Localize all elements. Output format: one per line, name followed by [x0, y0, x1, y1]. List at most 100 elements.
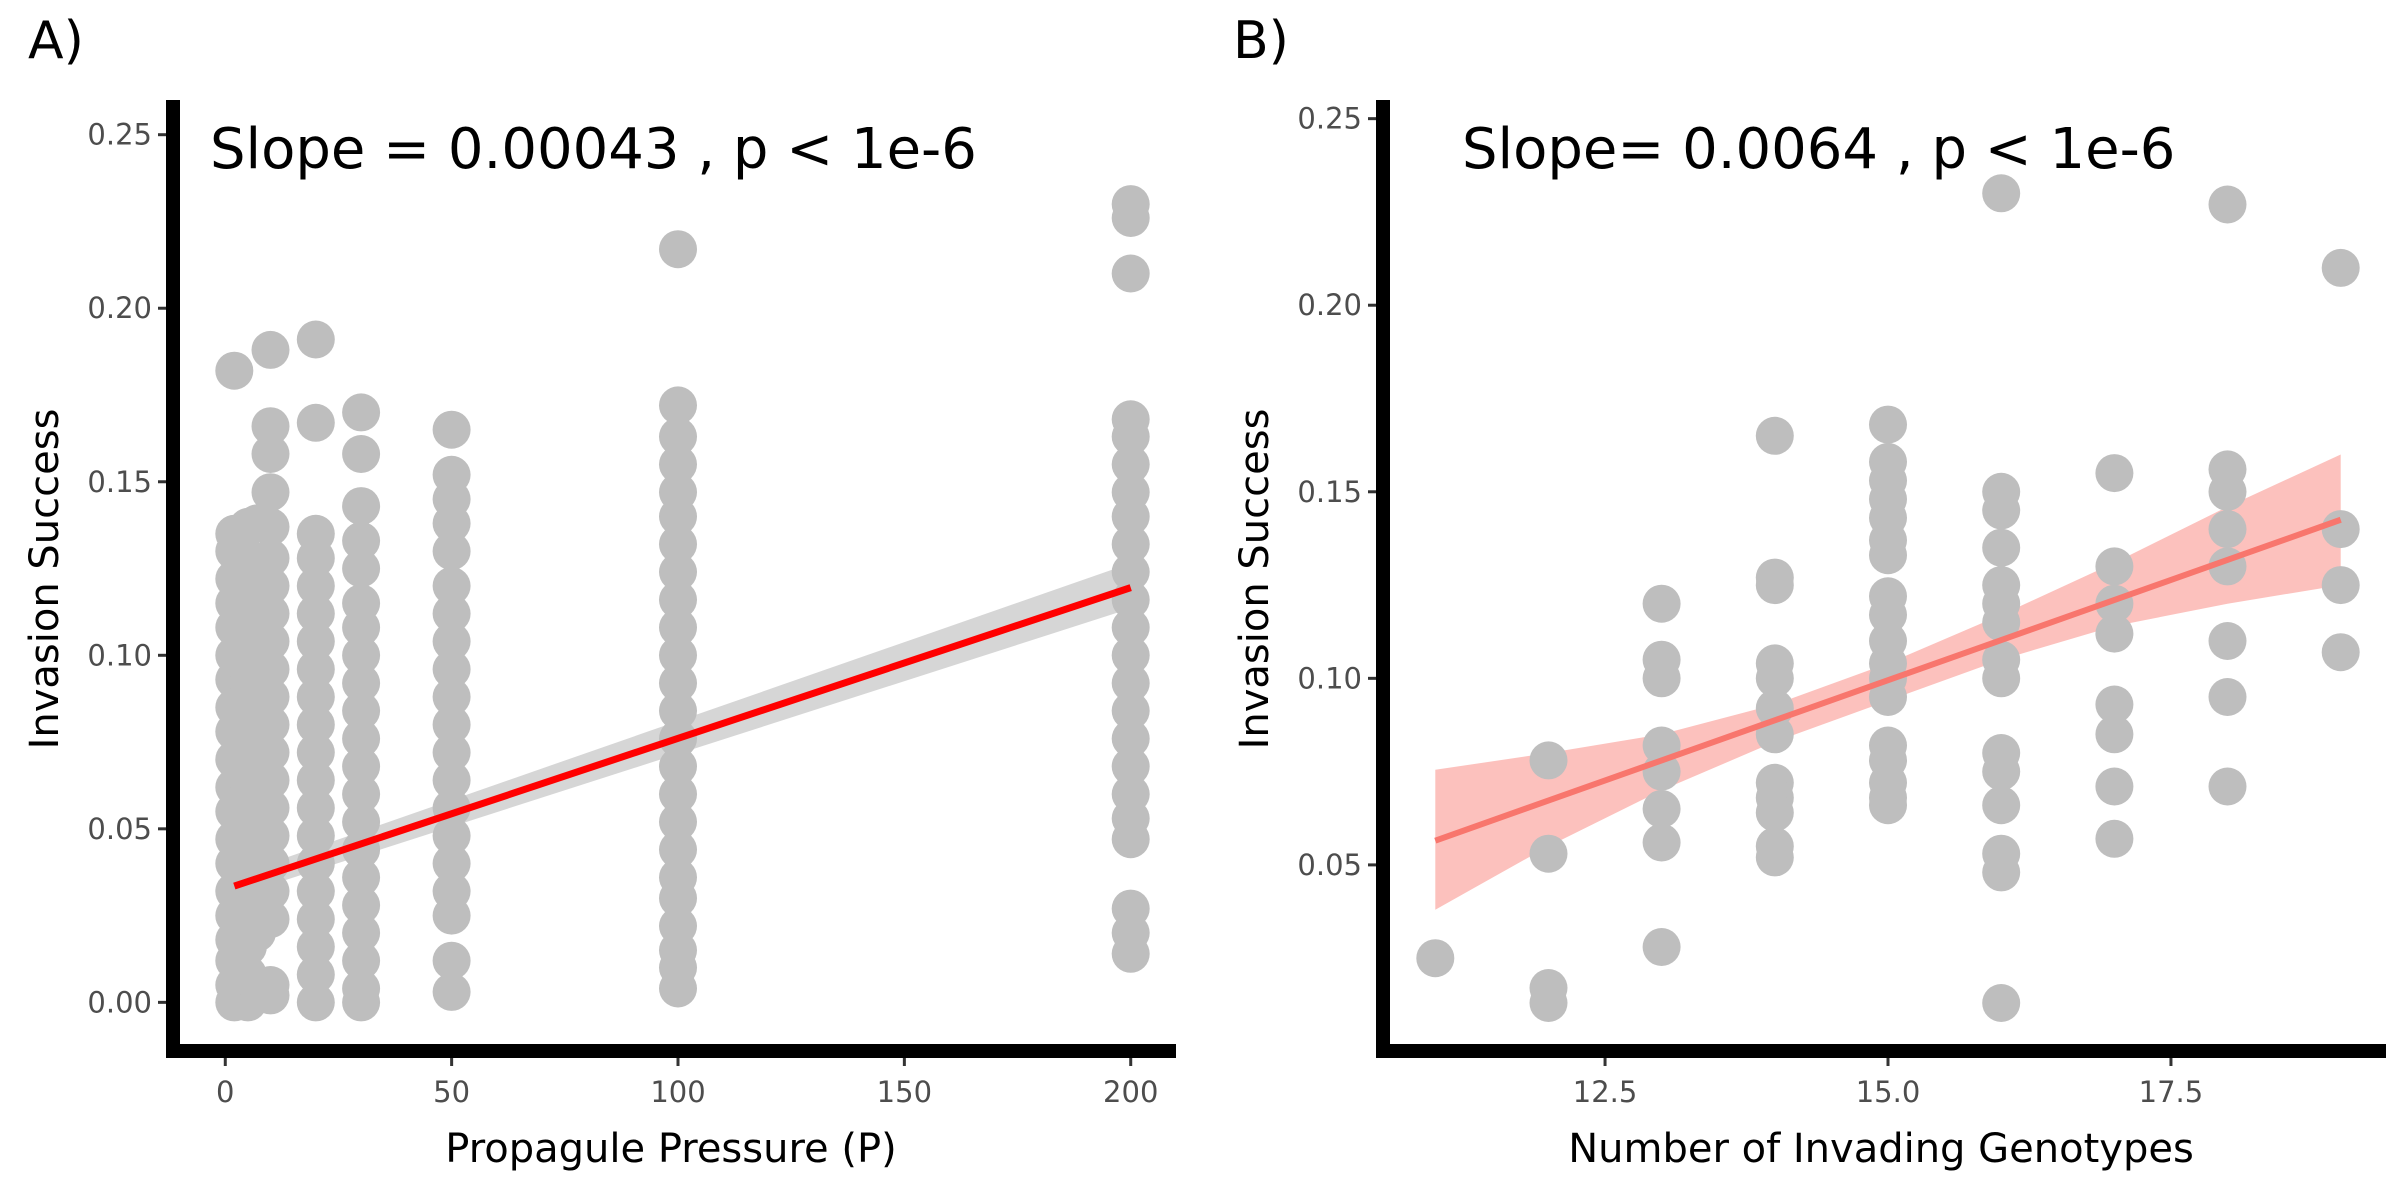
- data-point: [251, 473, 290, 512]
- data-point: [1111, 719, 1150, 758]
- data-point: [1869, 786, 1907, 825]
- data-point: [342, 521, 381, 560]
- data-point: [1982, 984, 2021, 1022]
- data-point: [2321, 510, 2360, 549]
- data-point: [1111, 608, 1150, 647]
- data-point: [2208, 472, 2247, 511]
- data-point: [1111, 417, 1150, 456]
- data-point: [296, 816, 335, 855]
- data-point: [1111, 525, 1150, 564]
- data-point: [296, 539, 335, 578]
- data-point: [1755, 838, 1794, 877]
- data-point: [432, 677, 471, 716]
- y-axis-title: Invasion Success: [22, 409, 68, 750]
- x-axis-title: Propagule Pressure (P): [445, 1126, 896, 1172]
- data-point: [1529, 984, 1568, 1022]
- data-point: [342, 747, 381, 786]
- regression-line: [233, 584, 1132, 890]
- panel-label: B): [1233, 11, 1289, 71]
- data-point: [432, 896, 471, 935]
- data-point: [342, 802, 381, 841]
- data-point: [296, 403, 335, 442]
- data-point: [2208, 185, 2247, 224]
- data-point: [1529, 741, 1568, 780]
- data-point: [2208, 510, 2247, 549]
- data-point: [296, 955, 335, 994]
- data-point: [432, 844, 471, 883]
- data-point: [251, 650, 290, 689]
- data-point: [2095, 767, 2134, 806]
- data-point: [1869, 595, 1907, 634]
- data-point: [2095, 819, 2134, 858]
- data-point: [215, 351, 254, 390]
- x-tick-label: 12.5: [1573, 1075, 1638, 1109]
- data-point: [251, 816, 290, 855]
- data-point: [432, 733, 471, 772]
- data-point: [659, 664, 697, 703]
- data-point: [1642, 823, 1681, 862]
- data-point: [342, 608, 381, 647]
- data-point: [296, 789, 335, 827]
- data-point: [251, 900, 290, 939]
- data-point: [1755, 659, 1794, 698]
- data-point: [296, 705, 335, 744]
- data-point: [1642, 928, 1681, 966]
- data-point: [659, 747, 697, 786]
- data-point: [1755, 793, 1794, 832]
- slope-annotation: Slope = 0.00043 , p < 1e-6: [210, 117, 977, 182]
- data-point: [1111, 553, 1150, 591]
- data-point: [432, 761, 471, 800]
- data-point: [1755, 566, 1794, 605]
- data-point: [659, 230, 697, 269]
- data-point: [342, 393, 381, 432]
- data-point: [251, 435, 290, 473]
- data-point: [1869, 678, 1907, 716]
- data-point: [432, 566, 471, 605]
- data-point: [251, 677, 290, 716]
- data-point: [296, 900, 335, 939]
- data-point: [2321, 633, 2360, 672]
- y-tick-label: 0.05: [87, 812, 152, 846]
- data-point: [251, 872, 290, 911]
- data-point: [1869, 536, 1907, 575]
- panel-label: A): [28, 11, 84, 71]
- data-point: [432, 504, 471, 543]
- data-point: [432, 532, 471, 571]
- data-point: [659, 802, 697, 841]
- data-point: [659, 417, 697, 456]
- data-point: [1982, 603, 2021, 642]
- data-point: [432, 594, 471, 633]
- data-point: [1111, 820, 1150, 859]
- data-point: [296, 650, 335, 689]
- data-point: [432, 816, 471, 855]
- data-point: [342, 913, 381, 952]
- data-point: [342, 549, 381, 588]
- data-point: [296, 872, 335, 911]
- data-point: [296, 761, 335, 800]
- y-tick-label: 0.10: [1297, 661, 1362, 695]
- data-point: [251, 407, 290, 446]
- data-point: [1111, 199, 1150, 237]
- data-point: [1111, 747, 1150, 786]
- data-point: [1111, 445, 1150, 484]
- data-point: [432, 972, 471, 1011]
- data-point: [1111, 664, 1150, 703]
- x-tick-label: 200: [1103, 1075, 1158, 1109]
- y-tick-label: 0.00: [87, 985, 152, 1019]
- data-point: [1111, 934, 1150, 973]
- x-tick-label: 150: [877, 1075, 932, 1109]
- data-point: [659, 553, 697, 591]
- data-point: [296, 566, 335, 605]
- data-point: [296, 594, 335, 633]
- data-point: [251, 566, 290, 605]
- data-point: [342, 487, 381, 526]
- data-point: [296, 677, 335, 716]
- y-tick-label: 0.15: [1297, 475, 1362, 509]
- data-point: [342, 691, 381, 730]
- data-point: [296, 622, 335, 661]
- data-point: [251, 705, 290, 744]
- y-tick-label: 0.20: [1297, 288, 1362, 322]
- data-point: [2095, 454, 2134, 493]
- y-tick-label: 0.10: [87, 638, 152, 672]
- data-point: [1982, 528, 2021, 567]
